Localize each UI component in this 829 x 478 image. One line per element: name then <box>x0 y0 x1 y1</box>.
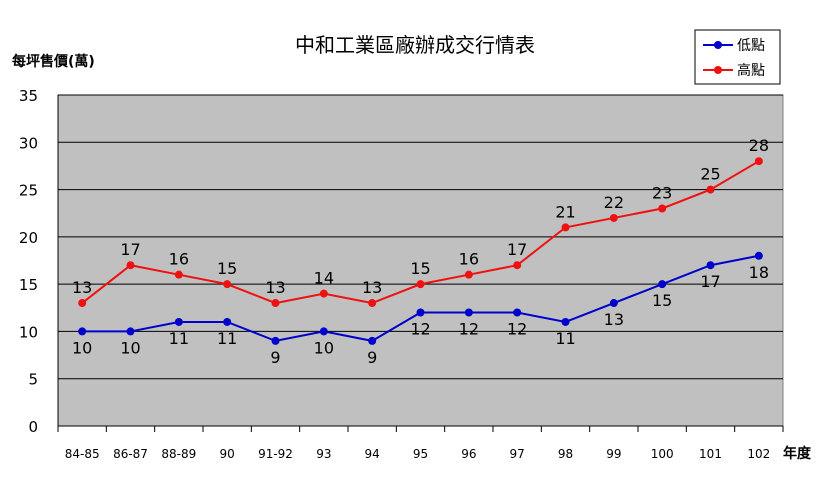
series-1-label-2: 16 <box>169 250 189 269</box>
x-tick-90: 90 <box>220 447 235 461</box>
legend-marker-0 <box>714 41 722 49</box>
series-1-point-12 <box>658 204 667 213</box>
x-tick-98: 98 <box>558 447 573 461</box>
legend-label-0: 低點 <box>737 38 765 54</box>
series-0-label-1: 10 <box>120 338 140 357</box>
y-tick-labels: 0 5 10 15 20 25 30 35 <box>19 87 38 436</box>
series-0-point-8 <box>464 308 473 317</box>
legend-marker-1 <box>714 66 722 74</box>
x-tick-91-92: 91-92 <box>258 447 293 461</box>
series-0-label-9: 12 <box>507 320 527 339</box>
series-0-label-2: 11 <box>169 329 189 348</box>
series-1-point-5 <box>319 289 328 298</box>
series-0-label-11: 13 <box>604 310 624 329</box>
series-0-point-14 <box>754 251 763 260</box>
y-tick-5: 5 <box>28 371 38 389</box>
y-tick-20: 20 <box>19 229 38 247</box>
series-0-label-12: 15 <box>652 291 672 310</box>
series-0-point-12 <box>658 280 667 289</box>
x-tick-95: 95 <box>413 447 428 461</box>
series-1-point-10 <box>561 223 570 232</box>
series-0-label-4: 9 <box>270 348 280 367</box>
series-1-point-4 <box>271 299 280 308</box>
series-1-label-0: 13 <box>72 278 92 297</box>
series-1-label-10: 21 <box>555 202 575 221</box>
x-tick-99: 99 <box>606 447 621 461</box>
x-tick-97: 97 <box>510 447 525 461</box>
series-0-point-2 <box>174 317 183 326</box>
series-1-label-7: 15 <box>410 259 430 278</box>
x-tick-94: 94 <box>365 447 380 461</box>
series-0-point-0 <box>78 327 87 336</box>
series-1-point-8 <box>464 270 473 279</box>
series-1-point-1 <box>126 261 135 270</box>
series-1-point-3 <box>223 280 232 289</box>
legend-box <box>694 29 781 85</box>
grid-lines <box>57 94 784 432</box>
x-tick-102: 102 <box>747 447 770 461</box>
x-axis-label: 年度 <box>783 445 812 462</box>
x-tick-93: 93 <box>316 447 331 461</box>
series-1-point-0 <box>78 299 87 308</box>
series-0-point-7 <box>416 308 425 317</box>
legend-label-1: 高點 <box>737 62 765 79</box>
series-0-point-1 <box>126 327 135 336</box>
y-tick-30: 30 <box>19 134 38 152</box>
x-tick-101: 101 <box>699 447 722 461</box>
series-1-point-14 <box>754 157 763 166</box>
series-1-label-1: 17 <box>120 240 140 259</box>
series-1-point-9 <box>513 261 522 270</box>
series-0-label-7: 12 <box>410 320 430 339</box>
y-tick-10: 10 <box>19 323 38 341</box>
series-0-point-9 <box>513 308 522 317</box>
series-0-point-10 <box>561 317 570 326</box>
x-tick-84-85: 84-85 <box>65 447 100 461</box>
series-0-label-8: 12 <box>459 320 479 339</box>
series-1-point-11 <box>609 213 618 222</box>
x-tick-88-89: 88-89 <box>161 447 196 461</box>
series-group: 10 10 11 11 9 10 9 12 12 12 11 13 15 17 18 13 17 16 15 13 14… <box>72 136 769 367</box>
series-1-point-13 <box>706 185 715 194</box>
series-1-label-3: 15 <box>217 259 237 278</box>
y-tick-25: 25 <box>19 182 38 200</box>
x-tick-96: 96 <box>461 447 476 461</box>
series-0-label-3: 11 <box>217 329 237 348</box>
plot-area <box>57 94 784 427</box>
series-0-point-13 <box>706 261 715 270</box>
y-tick-15: 15 <box>19 276 38 294</box>
series-1-label-13: 25 <box>700 165 720 184</box>
series-1-label-9: 17 <box>507 240 527 259</box>
series-0-point-4 <box>271 336 280 345</box>
y-tick-35: 35 <box>19 87 38 105</box>
series-0-point-3 <box>223 317 232 326</box>
series-1-point-6 <box>368 299 377 308</box>
series-1-point-2 <box>174 270 183 279</box>
series-0-label-14: 18 <box>749 263 769 282</box>
series-0-label-6: 9 <box>367 348 377 367</box>
series-0-point-11 <box>609 299 618 308</box>
x-tick-86-87: 86-87 <box>113 447 148 461</box>
x-tick-labels: 84-85 86-87 88-89 90 91-92 93 94 95 96 97 98 99 100 1… <box>65 447 771 461</box>
series-1-label-14: 28 <box>749 136 769 155</box>
series-1-label-12: 23 <box>652 183 672 202</box>
series-1-label-5: 14 <box>314 269 334 288</box>
series-0-label-10: 11 <box>555 329 575 348</box>
series-1-label-4: 13 <box>265 278 285 297</box>
series-1-label-6: 13 <box>362 278 382 297</box>
y-axis-label: 每坪售價(萬) <box>12 53 95 70</box>
series-0-point-5 <box>319 327 328 336</box>
series-0-label-13: 17 <box>700 272 720 291</box>
chart-title: 中和工業區廠辦成交行情表 <box>295 33 535 57</box>
series-1-label-8: 16 <box>459 250 479 269</box>
x-tick-100: 100 <box>651 447 674 461</box>
y-tick-0: 0 <box>28 418 38 436</box>
series-0-label-0: 10 <box>72 338 92 357</box>
series-1-label-11: 22 <box>604 193 624 212</box>
series-1-point-7 <box>416 280 425 289</box>
series-0-label-5: 10 <box>314 338 334 357</box>
series-0-point-6 <box>368 336 377 345</box>
